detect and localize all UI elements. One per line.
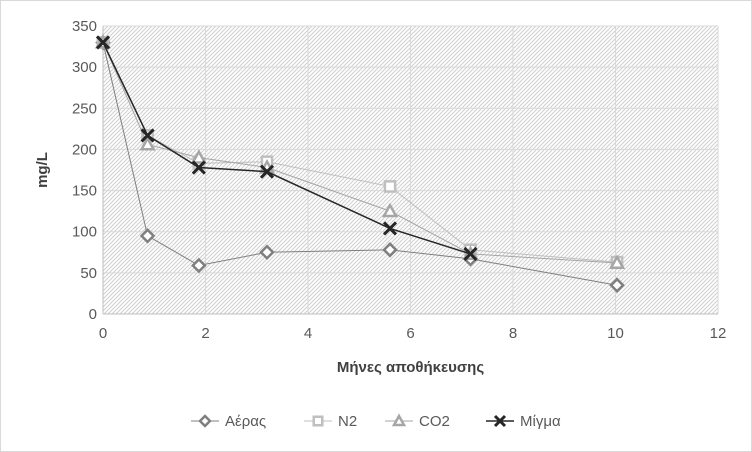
data-point [139,135,156,151]
legend-marker [391,413,407,427]
legend-item-1: Αέρας [191,413,266,430]
x-tick-label: 10 [607,325,624,342]
data-point [139,228,156,244]
axes: 0 50 100 150 200 250 300 350 0 2 4 6 8 10 12 [72,18,726,342]
y-tick-label: 50 [80,265,97,282]
y-tick-label: 100 [72,224,97,241]
x-tick-label: 0 [99,325,107,342]
x-tick-label: 4 [304,325,312,342]
legend-marker [493,414,507,428]
y-tick-label: 150 [72,183,97,200]
data-point [608,254,626,270]
series-4 [95,35,478,261]
legend-item-4: Μίγμα [486,413,561,430]
series-line [102,42,471,255]
data-point [382,221,398,236]
y-axis-title: mg/L [34,152,51,188]
x-tick-label: 8 [509,325,517,342]
data-point [383,180,397,193]
legend-item-2: N2 [304,413,357,430]
data-point [382,242,398,258]
y-tick-label: 200 [72,141,97,158]
legend-label: CO2 [419,413,450,430]
y-tick-label: 0 [89,306,97,323]
data-point [95,35,111,50]
legend-item-3: CO2 [385,413,450,430]
legend-label: N2 [338,413,357,430]
data-point [259,164,275,179]
gridlines [103,25,719,314]
legend-label: Μίγμα [520,413,561,430]
series-group [94,33,626,293]
x-tick-label: 2 [201,325,209,342]
data-point [463,246,478,261]
data-point [381,202,399,218]
data-point [609,277,625,293]
legend-marker [312,415,324,427]
y-tick-label: 300 [72,59,97,76]
x-tick-label: 6 [406,325,414,342]
x-tick-label: 12 [710,325,727,342]
y-tick-label: 250 [72,100,97,117]
y-tick-label: 350 [72,18,97,35]
data-point [191,160,206,175]
x-axis-title: Μήνες αποθήκευσης [337,359,484,376]
data-point [190,149,207,164]
legend-marker [198,414,212,428]
data-point [259,244,275,261]
legend-label: Αέρας [225,413,266,430]
legend: Αέρας N2 CO2 Μίγμα [191,413,561,430]
data-point [191,257,207,274]
data-point [140,128,155,143]
